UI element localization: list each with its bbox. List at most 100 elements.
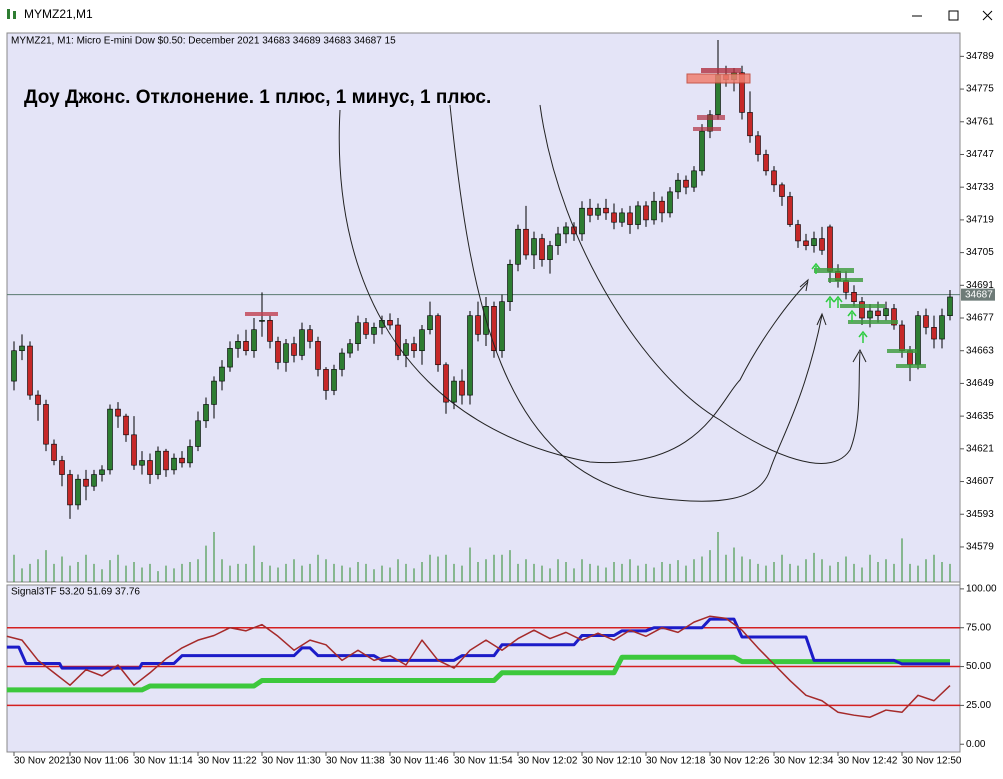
x-tick-label: 30 Nov 11:22 — [198, 756, 257, 767]
candle-body — [587, 207, 593, 216]
candle-body — [699, 130, 705, 172]
candle-body — [451, 380, 457, 403]
y-tick-label: 34579 — [966, 542, 994, 553]
x-tick-label: 30 Nov 11:14 — [134, 756, 193, 767]
indicator-title: Signal3TF 53.20 51.69 37.76 — [11, 587, 140, 598]
candle-body — [739, 72, 745, 113]
candle-body — [515, 228, 521, 265]
candle-body — [99, 469, 105, 475]
candle-body — [147, 460, 153, 475]
candle-body — [331, 369, 337, 391]
candle-body — [347, 343, 353, 354]
candle-body — [259, 320, 265, 322]
candle-body — [267, 320, 273, 342]
candle-body — [555, 233, 561, 246]
candle-body — [283, 343, 289, 363]
x-tick-label: 30 Nov 12:42 — [838, 756, 898, 767]
indicator-panel — [6, 584, 961, 753]
x-tick-label: 30 Nov 11:06 — [70, 756, 129, 767]
candle-body — [851, 292, 857, 302]
candle-body — [803, 240, 809, 246]
candle-body — [675, 179, 681, 193]
candle-body — [43, 404, 49, 445]
y-tick-label: 0.00 — [966, 739, 986, 750]
bid-label: 34687 — [965, 289, 993, 300]
close-button[interactable] — [982, 10, 993, 21]
candle-body — [635, 205, 641, 225]
candle-body — [75, 478, 81, 506]
x-tick-label: 30 Nov 12:10 — [582, 756, 642, 767]
candle-body — [939, 315, 945, 340]
candle-body — [563, 226, 569, 235]
candle-body — [51, 443, 57, 461]
candle-body — [363, 322, 369, 335]
y-tick-label: 34649 — [966, 378, 994, 389]
candle-body — [667, 191, 673, 214]
y-tick-label: 34677 — [966, 313, 994, 324]
candle-body — [187, 446, 193, 464]
candle-body — [819, 238, 825, 251]
candle-body — [875, 310, 881, 316]
candle-body — [427, 315, 433, 330]
y-tick-label: 25.00 — [966, 700, 991, 711]
candle-body — [691, 170, 697, 188]
candle-body — [891, 308, 897, 326]
candle-body — [203, 404, 209, 422]
maximize-button[interactable] — [948, 10, 959, 21]
candle-body — [163, 450, 169, 471]
candle-body — [787, 196, 793, 225]
window-title: MYMZ21,M1 — [24, 7, 93, 21]
x-tick-label: 30 Nov 12:18 — [646, 756, 706, 767]
candle-body — [507, 263, 513, 302]
candle-body — [275, 341, 281, 363]
candle-body — [123, 415, 129, 436]
candle-body — [579, 207, 585, 235]
candle-body — [627, 212, 633, 225]
y-tick-label: 34663 — [966, 345, 994, 356]
candle-body — [867, 310, 873, 319]
candle-body — [547, 245, 553, 260]
candle-body — [251, 329, 257, 352]
candle-body — [403, 343, 409, 356]
candle-body — [475, 315, 481, 335]
candle-body — [707, 114, 713, 132]
candle-body — [107, 408, 113, 471]
x-tick-label: 30 Nov 12:02 — [518, 756, 578, 767]
y-tick-label: 34747 — [966, 149, 994, 160]
candle-body — [571, 226, 577, 235]
x-tick-label: 30 Nov 12:26 — [710, 756, 770, 767]
candle-body — [371, 327, 377, 335]
app-icon — [7, 9, 16, 19]
y-tick-label: 34691 — [966, 280, 994, 291]
candle-body — [947, 296, 953, 316]
y-tick-label: 75.00 — [966, 622, 991, 633]
x-tick-label: 30 Nov 12:34 — [774, 756, 834, 767]
y-tick-label: 34593 — [966, 509, 994, 520]
signal-boxes — [245, 68, 926, 368]
candle-body — [459, 380, 465, 396]
candle-body — [763, 154, 769, 172]
candle-body — [771, 170, 777, 186]
candle-body — [491, 306, 497, 352]
candle-body — [11, 350, 17, 382]
candle-body — [811, 238, 817, 246]
candle-body — [171, 457, 177, 471]
candle-body — [747, 112, 753, 137]
x-tick-label: 30 Nov 11:30 — [262, 756, 321, 767]
candle-body — [683, 179, 689, 188]
candle-body — [619, 212, 625, 223]
y-tick-label: 34775 — [966, 84, 994, 95]
candle-body — [291, 343, 297, 356]
candle-body — [915, 315, 921, 366]
candle-body — [843, 280, 849, 293]
candle-body — [467, 315, 473, 396]
candle-body — [411, 343, 417, 352]
candle-body — [419, 329, 425, 352]
y-tick-label: 34733 — [966, 182, 994, 193]
candle-body — [83, 478, 89, 487]
y-tick-label: 34789 — [966, 51, 994, 62]
candle-body — [755, 135, 761, 155]
candle-body — [227, 348, 233, 368]
candle-body — [299, 329, 305, 356]
